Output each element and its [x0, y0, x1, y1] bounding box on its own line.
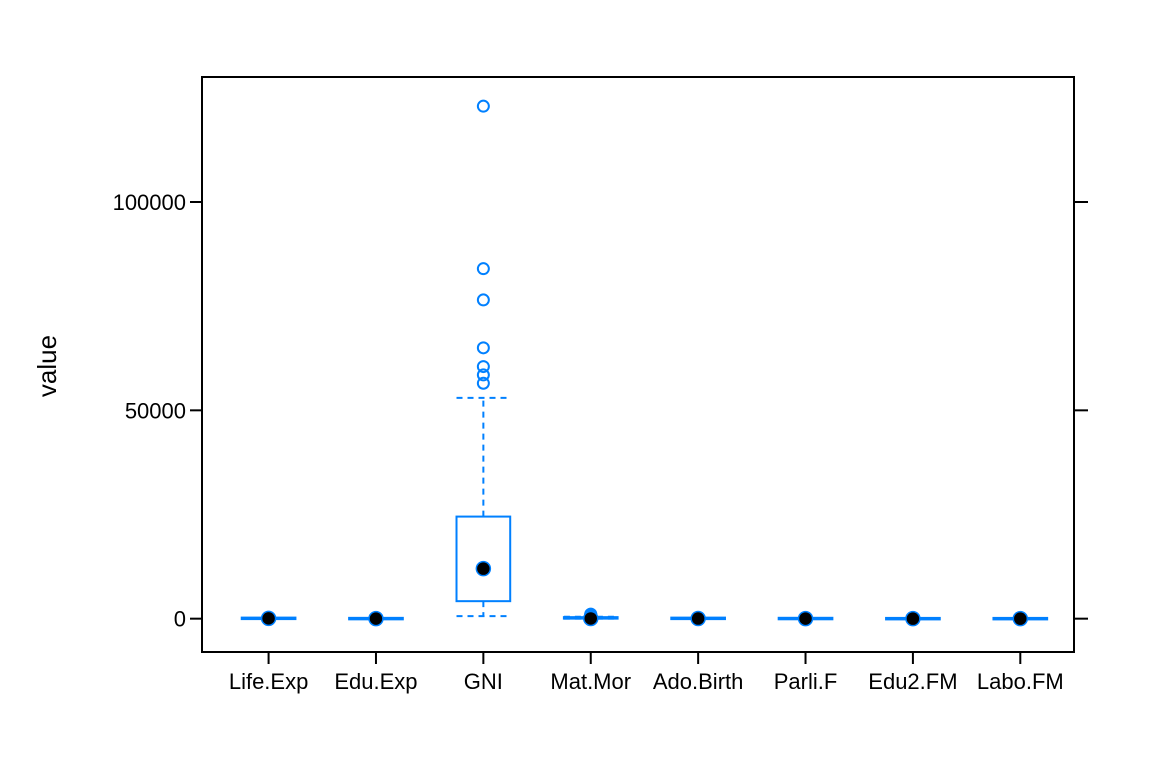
- x-tick-label: Life.Exp: [229, 669, 309, 694]
- y-axis: 0 50000 100000: [113, 190, 1088, 632]
- median-point: [582, 610, 599, 627]
- median-point: [260, 610, 277, 627]
- outlier-point: [476, 376, 490, 390]
- y-tick-label: 100000: [113, 190, 186, 215]
- median-point: [368, 610, 384, 627]
- outlier-point: [476, 360, 490, 374]
- box-group: [348, 610, 404, 627]
- median-point: [690, 610, 706, 627]
- box-group: [562, 607, 619, 627]
- box-group: [455, 99, 512, 618]
- x-axis: Life.Exp Edu.Exp GNI Mat.Mor Ado.Birth Parli.…: [229, 652, 1064, 694]
- median-point: [475, 560, 492, 577]
- iqr-box: [455, 515, 512, 603]
- x-tick-label: Labo.FM: [977, 669, 1064, 694]
- x-tick-label: Mat.Mor: [550, 669, 631, 694]
- outlier-point: [476, 99, 490, 113]
- box-group: [777, 610, 834, 627]
- box-group: [885, 610, 941, 627]
- x-tick-label: Parli.F: [774, 669, 838, 694]
- outlier-point: [476, 293, 490, 307]
- box-group: [992, 610, 1049, 627]
- y-tick-label: 50000: [125, 398, 186, 423]
- x-tick-label: Edu2.FM: [868, 669, 957, 694]
- median-point: [905, 610, 921, 627]
- outlier-point: [476, 341, 490, 355]
- median-point: [797, 610, 814, 627]
- plot-frame: [201, 76, 1075, 653]
- x-tick-label: Edu.Exp: [334, 669, 417, 694]
- x-tick-label: GNI: [464, 669, 503, 694]
- y-tick-label: 0: [174, 607, 186, 632]
- box-group: [240, 610, 297, 627]
- box-group: [670, 610, 726, 627]
- x-tick-label: Ado.Birth: [653, 669, 744, 694]
- y-axis-title: value: [32, 335, 62, 397]
- outlier-point: [476, 368, 490, 382]
- outlier-point: [476, 262, 490, 276]
- box-plot-series-group: [240, 99, 1049, 627]
- median-point: [1012, 610, 1029, 627]
